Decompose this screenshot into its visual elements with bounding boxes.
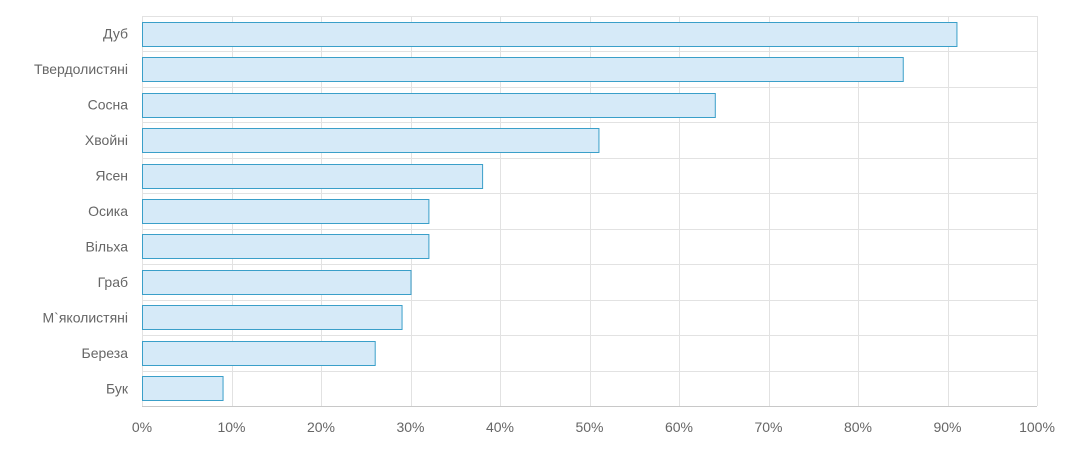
x-tick-label: 100% <box>1019 419 1055 435</box>
category-label: Вільха <box>85 238 128 254</box>
bar <box>142 22 958 47</box>
category-label: Осика <box>88 203 128 219</box>
bar <box>142 57 904 82</box>
bar <box>142 199 430 224</box>
x-tick-label: 0% <box>132 419 152 435</box>
bar <box>142 341 376 366</box>
bar <box>142 128 600 153</box>
x-tick-label: 40% <box>486 419 514 435</box>
bar <box>142 234 430 259</box>
x-tick-label: 50% <box>575 419 603 435</box>
bar <box>142 93 716 118</box>
x-tick-label: 80% <box>844 419 872 435</box>
axis-layer: Дуб Твердолистяні Сосна Хвойні Ясен Осика Віль… <box>34 26 1055 435</box>
category-label: Твердолистяні <box>34 61 128 77</box>
bar <box>142 376 224 401</box>
x-tick-label: 90% <box>933 419 961 435</box>
category-label: Граб <box>98 274 128 290</box>
category-label: Береза <box>82 345 129 361</box>
category-label: Бук <box>106 380 129 396</box>
category-label: Дуб <box>103 26 128 42</box>
x-tick-label: 70% <box>754 419 782 435</box>
bar <box>142 305 403 330</box>
x-tick-label: 20% <box>307 419 335 435</box>
category-label: Ясен <box>95 168 128 184</box>
x-tick-label: 30% <box>396 419 424 435</box>
bar-layer <box>142 22 958 401</box>
x-tick-label: 10% <box>217 419 245 435</box>
category-label: Хвойні <box>85 132 128 148</box>
x-tick-label: 60% <box>665 419 693 435</box>
category-label: М`яколистяні <box>43 309 129 325</box>
bar <box>142 270 412 295</box>
category-label: Сосна <box>88 97 129 113</box>
bar <box>142 164 484 189</box>
